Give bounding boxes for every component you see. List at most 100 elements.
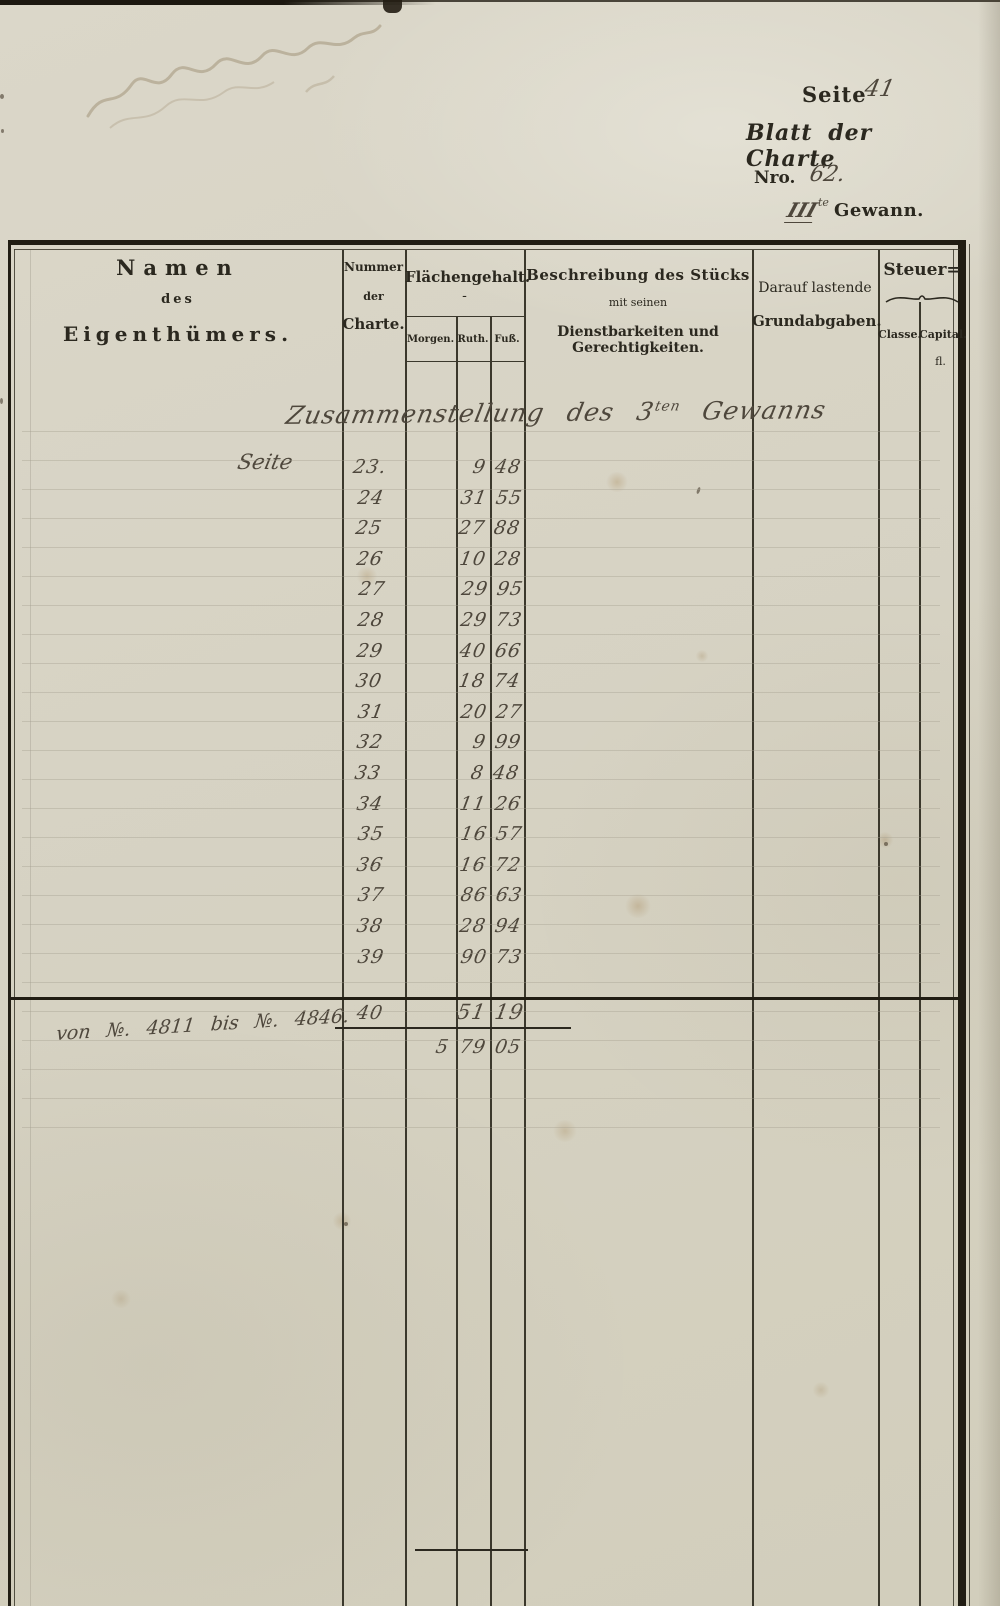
faint-ruling-line (22, 576, 940, 577)
flaeche-subheader-separator (405, 361, 524, 362)
faint-ruling-line (22, 895, 940, 896)
row-ruth-value: 16 (458, 823, 489, 845)
divider-morgen-ruth (456, 316, 458, 1606)
faint-ruling-line (22, 1069, 940, 1070)
header-beschreibung-line2: mit seinen (608, 296, 668, 309)
row40-ruth-value: 51 (455, 1000, 489, 1024)
row-fuss-value: 95 (495, 578, 526, 600)
gewann-numeral-suffix: te (818, 196, 829, 209)
blatt-der-charte-title: Blatt der Charte (746, 120, 873, 172)
row-charte-number: 30 (353, 670, 385, 692)
row-ruth-value: 20 (458, 701, 489, 723)
faint-ruling-line (22, 1011, 940, 1012)
row-fuss-value: 26 (493, 793, 524, 815)
row-charte-number: 35 (355, 823, 387, 845)
faint-ruling-line (22, 1098, 940, 1099)
row-charte-number: 29 (354, 640, 386, 662)
scan-speck (0, 94, 4, 99)
row-fuss-value: 94 (493, 915, 524, 937)
row-fuss-value: 57 (494, 823, 525, 845)
row-ruth-value: 8 (468, 762, 486, 784)
faint-ruling-line (22, 808, 940, 809)
frame-inner-line-left (14, 249, 15, 1606)
faint-ruling-line (22, 692, 940, 693)
row-charte-number: 31 (355, 701, 387, 723)
scan-top-edge (0, 0, 1000, 2)
row-charte-number: 26 (354, 548, 386, 570)
header-beschreibung-line3: Dienstbarkeiten und Gerechtigkeiten. (557, 324, 719, 356)
faint-ruling-line (22, 866, 940, 867)
header-nummer-line2: der (363, 290, 384, 303)
nro-label: Nro. (754, 168, 796, 188)
row-charte-number: 33 (352, 762, 384, 784)
header-darauf-line1: Darauf lastende (758, 280, 872, 296)
header-beschreibung-line1: Beschreibung des Stücks (526, 266, 750, 284)
row-ruth-value: 90 (458, 946, 489, 968)
faint-ruling-line (22, 431, 940, 432)
row-charte-number: 27 (356, 578, 388, 600)
faint-ruling-line (22, 1040, 940, 1041)
ink-speck (344, 1222, 348, 1226)
row-fuss-value: 55 (494, 487, 525, 509)
row-ruth-value: 31 (458, 487, 489, 509)
scan-speck (1, 129, 4, 133)
faint-ruling-line (22, 489, 940, 490)
faint-ruling-line (22, 605, 940, 606)
faint-ruling-line (22, 634, 940, 635)
ink-speck (884, 842, 888, 846)
row-ruth-value: 18 (456, 670, 487, 692)
row-charte-number: 36 (354, 854, 386, 876)
row-ruth-value: 11 (457, 793, 488, 815)
divider-beschr-darauf (752, 250, 754, 1606)
row-ruth-value: 16 (457, 854, 488, 876)
faint-ruling-line (22, 547, 940, 548)
row-charte-number: 34 (354, 793, 386, 815)
header-namen-line3: Eigenthümers. (62, 322, 294, 346)
row-fuss-value: 74 (492, 670, 523, 692)
faint-ruling-line (22, 663, 940, 664)
header-darauf-line2: Grundabgaben. (752, 312, 882, 330)
row-charte-number: 38 (354, 915, 386, 937)
row-fuss-value: 73 (494, 609, 525, 631)
faint-ruling-line (22, 518, 940, 519)
flaeche-title-separator (405, 316, 524, 317)
faint-ruling-line (22, 924, 940, 925)
header-nummer-line1: Nummer (343, 260, 404, 274)
row-fuss-value: 73 (494, 946, 525, 968)
page-edge-shadow (978, 0, 1000, 1606)
steuer-brace (885, 295, 959, 303)
frame-inner-line-top (14, 249, 960, 250)
row-fuss-value: 66 (493, 640, 524, 662)
frame-inner-line-right (953, 249, 954, 1606)
seite-label: Seite (802, 82, 867, 107)
header-nummer-line3: Charte. (342, 315, 405, 333)
section-separator-line (8, 997, 966, 1000)
faint-ruling-line (22, 953, 940, 954)
row-charte-number: 28 (355, 609, 387, 631)
sum-underline (335, 1027, 571, 1029)
frame-outer-line-right (969, 244, 970, 1606)
row-ruth-value: 10 (457, 548, 488, 570)
header-namen-line1: Namen (116, 255, 240, 280)
faint-ruling-line (22, 1127, 940, 1128)
scan-top-blob (383, 0, 402, 13)
row-ruth-value: 29 (458, 609, 489, 631)
header-sub-fuss: Fuß. (494, 334, 520, 345)
faint-ruling-line (22, 779, 940, 780)
page-header: Seite 41 Blatt der Charte Nro. 62. III t… (700, 70, 960, 230)
row-fuss-value: 48 (491, 762, 522, 784)
header-steuer-capital: Capital. (919, 328, 967, 341)
faint-ruling-line (22, 837, 940, 838)
divider-fuss-beschr (524, 250, 526, 1606)
row-ruth-value: 29 (459, 578, 490, 600)
divider-darauf-steuer (878, 250, 880, 1606)
faint-ruling-line (22, 721, 940, 722)
header-steuer-unit: fl. (935, 355, 946, 368)
row-fuss-value: 72 (493, 854, 524, 876)
header-sub-morgen: Morgen. (406, 334, 455, 345)
row-charte-number: 24 (355, 487, 387, 509)
scan-top-edge-thick (0, 0, 436, 5)
header-namen-line2: des (161, 292, 195, 307)
